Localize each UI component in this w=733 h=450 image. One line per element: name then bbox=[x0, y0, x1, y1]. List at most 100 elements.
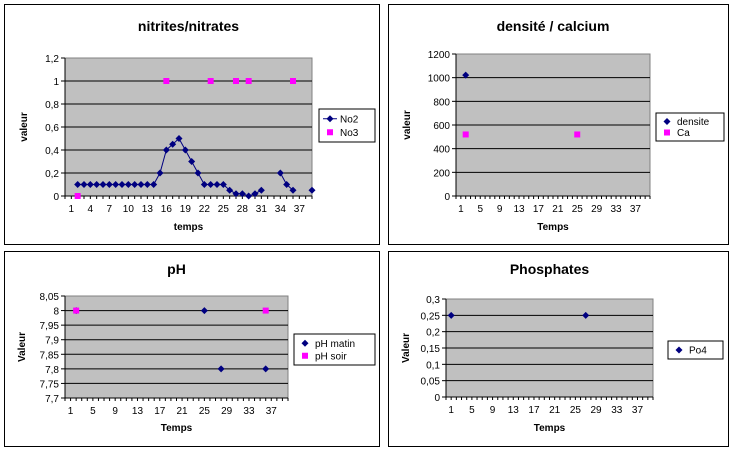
x-tick-label: 31 bbox=[256, 204, 268, 215]
x-tick-label: 1 bbox=[458, 204, 464, 215]
x-tick-label: 17 bbox=[533, 204, 545, 215]
series-no3 bbox=[74, 78, 296, 199]
y-tick-label: 1 bbox=[53, 77, 59, 88]
legend-label: No3 bbox=[340, 128, 359, 139]
data-point bbox=[245, 78, 252, 84]
y-axis-label: Valeur bbox=[17, 332, 28, 362]
x-tick-label: 13 bbox=[132, 406, 144, 417]
legend-marker bbox=[301, 339, 309, 347]
x-tick-label: 17 bbox=[528, 405, 540, 416]
y-tick-label: 0,15 bbox=[421, 344, 441, 355]
x-tick-label: 13 bbox=[508, 405, 520, 416]
x-tick-label: 21 bbox=[177, 406, 189, 417]
y-tick-label: 0 bbox=[444, 192, 450, 203]
data-point bbox=[200, 181, 208, 188]
data-point bbox=[200, 307, 208, 315]
chart-panel-ph: pH 7,7 7,75 7,8 7,85 7,9 7,95 8 8,05 1 5 9 13 17 21 25 2… bbox=[4, 251, 380, 447]
x-tick-label: 16 bbox=[161, 204, 173, 215]
data-point bbox=[73, 307, 80, 314]
y-axis-label: valeur bbox=[402, 110, 413, 140]
y-tick-label: 7,85 bbox=[40, 350, 60, 361]
x-tick-label: 37 bbox=[294, 204, 306, 215]
y-tick-label: 0 bbox=[53, 192, 59, 203]
data-point bbox=[169, 140, 177, 148]
data-point bbox=[245, 192, 253, 200]
data-point bbox=[74, 181, 82, 188]
y-tick-label: 0,8 bbox=[45, 100, 59, 111]
x-tick-label: 9 bbox=[497, 204, 503, 215]
data-point bbox=[163, 78, 170, 84]
x-tick-label: 10 bbox=[123, 204, 135, 215]
y-tick-label: 7,75 bbox=[40, 379, 60, 390]
x-tick-label: 9 bbox=[112, 406, 118, 417]
data-point bbox=[308, 186, 316, 194]
x-tick-label: 19 bbox=[180, 204, 192, 215]
x-tick-label: 33 bbox=[610, 204, 622, 215]
data-point bbox=[262, 307, 269, 314]
y-tick-label: 800 bbox=[433, 97, 450, 108]
x-tick-label: 25 bbox=[218, 204, 230, 215]
data-point bbox=[112, 181, 120, 188]
series-no2 bbox=[74, 135, 316, 200]
data-point bbox=[290, 78, 296, 84]
x-axis-label: temps bbox=[174, 222, 204, 233]
x-tick-label: 33 bbox=[243, 406, 255, 417]
x-tick-label: 1 bbox=[68, 406, 74, 417]
y-tick-label: 0,4 bbox=[45, 146, 59, 157]
x-tick-label: 7 bbox=[107, 204, 113, 215]
data-point bbox=[143, 181, 151, 188]
legend-label: Ca bbox=[677, 128, 690, 139]
data-point bbox=[194, 169, 202, 177]
data-point bbox=[137, 181, 145, 188]
y-tick-label: 0,1 bbox=[426, 360, 440, 371]
y-tick-label: 400 bbox=[433, 145, 450, 156]
y-tick-label: 8 bbox=[53, 307, 59, 318]
plot-area bbox=[64, 295, 289, 399]
data-point bbox=[93, 181, 101, 188]
series-densite bbox=[462, 71, 470, 79]
x-tick-label: 1 bbox=[448, 405, 454, 416]
x-tick-label: 29 bbox=[591, 204, 603, 215]
y-tick-label: 1,2 bbox=[45, 54, 59, 65]
data-point bbox=[213, 181, 221, 188]
chart-panel-phosphates: Phosphates 0 0,05 0,1 0,15 0,2 0,25 0,3 1 5 9 13 17 2… bbox=[388, 251, 729, 447]
y-axis-label: valeur bbox=[19, 112, 30, 142]
x-tick-label: 25 bbox=[572, 204, 584, 215]
x-tick-label: 5 bbox=[477, 204, 483, 215]
x-tick-label: 13 bbox=[142, 204, 154, 215]
x-tick-label: 34 bbox=[275, 204, 287, 215]
legend-label: densite bbox=[677, 117, 710, 128]
chart-svg-ph: pH 7,7 7,75 7,8 7,85 7,9 7,95 8 8,05 1 5 9 13 17 21 25 2… bbox=[17, 261, 376, 434]
data-point bbox=[462, 131, 469, 138]
x-tick-label: 1 bbox=[69, 204, 75, 215]
x-tick-label: 37 bbox=[266, 406, 278, 417]
y-tick-label: 7,8 bbox=[45, 365, 59, 376]
series-ph-soir bbox=[73, 307, 269, 314]
data-point bbox=[156, 169, 164, 177]
y-axis-label: Valeur bbox=[401, 333, 412, 363]
legend-label: No2 bbox=[340, 114, 359, 125]
x-axis-label: Temps bbox=[537, 222, 569, 233]
data-point bbox=[150, 181, 158, 188]
x-tick-label: 4 bbox=[88, 204, 94, 215]
legend-label: pH soir bbox=[315, 351, 347, 362]
data-point bbox=[207, 78, 214, 84]
legend-marker bbox=[663, 118, 671, 125]
x-tick-label: 17 bbox=[154, 406, 166, 417]
y-tick-label: 0 bbox=[434, 393, 440, 404]
data-point bbox=[99, 181, 107, 188]
data-point bbox=[80, 181, 88, 188]
data-point bbox=[232, 190, 240, 198]
y-tick-label: 1200 bbox=[428, 50, 451, 61]
data-point bbox=[74, 193, 81, 199]
chart-title: nitrites/nitrates bbox=[138, 18, 239, 34]
data-point bbox=[574, 131, 581, 138]
series-ca bbox=[462, 131, 581, 138]
y-tick-label: 0,25 bbox=[421, 311, 441, 322]
x-tick-label: 21 bbox=[552, 204, 564, 215]
chart-title: pH bbox=[167, 261, 186, 277]
x-tick-label: 33 bbox=[611, 405, 623, 416]
data-point bbox=[238, 190, 246, 198]
chart-panel-densite-calcium: densité / calcium 0 200 400 600 800 1000 1200 1 5… bbox=[388, 4, 729, 245]
x-tick-label: 25 bbox=[570, 405, 582, 416]
